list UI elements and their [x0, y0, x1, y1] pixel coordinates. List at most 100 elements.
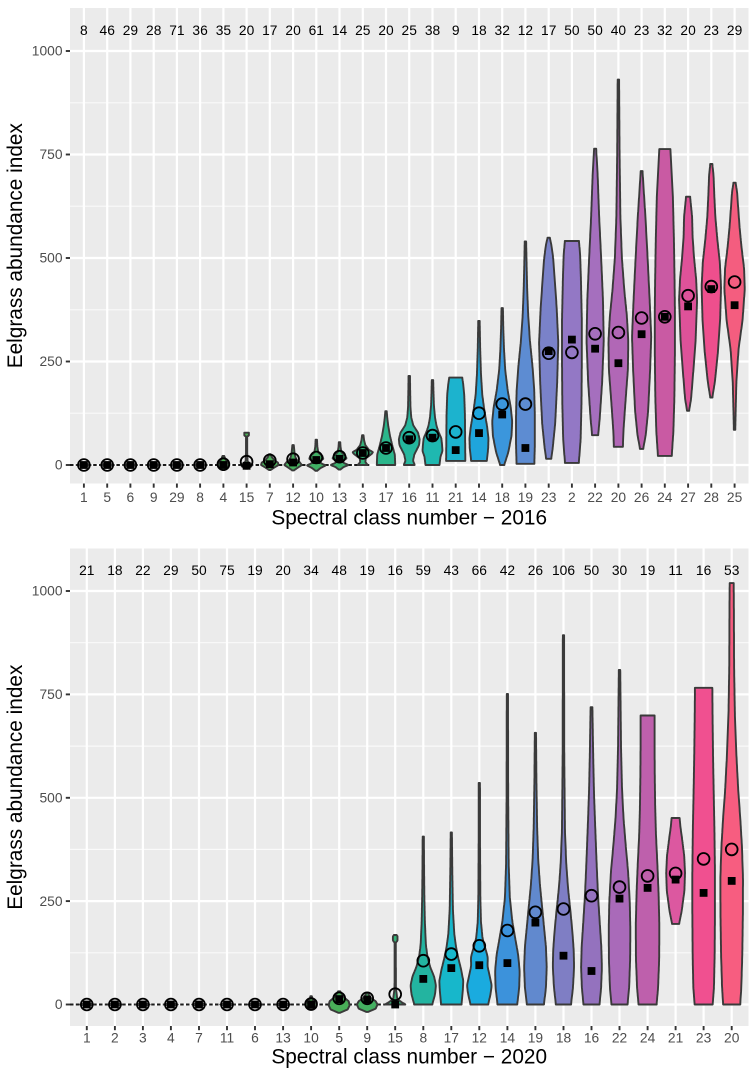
svg-text:26: 26: [634, 490, 650, 505]
svg-text:13: 13: [275, 1031, 291, 1046]
svg-text:20: 20: [724, 1031, 740, 1046]
svg-text:15: 15: [239, 490, 255, 505]
svg-text:32: 32: [495, 23, 510, 38]
svg-text:61: 61: [309, 23, 324, 38]
svg-text:29: 29: [163, 563, 179, 578]
svg-text:23: 23: [696, 1031, 712, 1046]
svg-text:12: 12: [518, 23, 533, 38]
svg-text:9: 9: [363, 1031, 371, 1046]
svg-text:10: 10: [303, 1031, 319, 1046]
svg-text:19: 19: [640, 563, 656, 578]
svg-text:250: 250: [39, 894, 62, 909]
svg-text:59: 59: [416, 563, 432, 578]
svg-text:15: 15: [388, 1031, 404, 1046]
svg-text:9: 9: [452, 23, 460, 38]
svg-text:0: 0: [55, 997, 63, 1012]
svg-text:17: 17: [378, 490, 393, 505]
svg-text:29: 29: [727, 23, 743, 38]
svg-text:75: 75: [219, 563, 235, 578]
svg-text:42: 42: [500, 563, 515, 578]
svg-text:27: 27: [680, 490, 695, 505]
svg-text:23: 23: [634, 23, 650, 38]
svg-text:Spectral class number − 2020: Spectral class number − 2020: [271, 1046, 547, 1069]
svg-text:18: 18: [556, 1031, 572, 1046]
svg-text:11: 11: [220, 1031, 234, 1046]
svg-text:32: 32: [657, 23, 672, 38]
svg-text:50: 50: [584, 563, 600, 578]
svg-text:250: 250: [39, 354, 62, 369]
svg-text:500: 500: [39, 251, 62, 266]
svg-text:40: 40: [611, 23, 627, 38]
svg-text:28: 28: [704, 490, 720, 505]
svg-text:3: 3: [139, 1031, 147, 1046]
svg-text:17: 17: [444, 1031, 459, 1046]
svg-text:Eelgrass abundance index: Eelgrass abundance index: [4, 123, 27, 369]
svg-text:8: 8: [196, 490, 204, 505]
svg-text:7: 7: [266, 490, 274, 505]
svg-text:20: 20: [239, 23, 255, 38]
svg-text:1: 1: [83, 1031, 91, 1046]
svg-text:1000: 1000: [32, 44, 63, 59]
svg-text:3: 3: [359, 490, 367, 505]
svg-text:1000: 1000: [32, 584, 63, 599]
svg-text:13: 13: [332, 490, 348, 505]
svg-text:23: 23: [541, 490, 557, 505]
svg-text:20: 20: [611, 490, 627, 505]
svg-text:19: 19: [518, 490, 534, 505]
svg-text:19: 19: [528, 1031, 544, 1046]
svg-text:34: 34: [303, 563, 319, 578]
svg-text:12: 12: [285, 490, 300, 505]
svg-text:16: 16: [696, 563, 712, 578]
svg-text:53: 53: [724, 563, 740, 578]
svg-text:4: 4: [167, 1031, 175, 1046]
svg-text:22: 22: [587, 490, 602, 505]
svg-text:21: 21: [448, 490, 463, 505]
svg-text:5: 5: [335, 1031, 343, 1046]
svg-text:35: 35: [216, 23, 232, 38]
svg-text:750: 750: [39, 147, 62, 162]
svg-text:18: 18: [495, 490, 511, 505]
svg-text:500: 500: [39, 791, 62, 806]
svg-text:Spectral class number − 2016: Spectral class number − 2016: [271, 507, 547, 530]
svg-text:8: 8: [80, 23, 88, 38]
svg-text:8: 8: [419, 1031, 427, 1046]
svg-text:9: 9: [150, 490, 158, 505]
svg-text:14: 14: [471, 490, 487, 505]
svg-text:25: 25: [402, 23, 418, 38]
svg-text:24: 24: [657, 490, 673, 505]
svg-text:10: 10: [309, 490, 325, 505]
svg-text:43: 43: [444, 563, 460, 578]
svg-text:19: 19: [360, 563, 376, 578]
svg-text:22: 22: [612, 1031, 627, 1046]
svg-text:30: 30: [612, 563, 628, 578]
svg-text:28: 28: [146, 23, 162, 38]
svg-text:50: 50: [587, 23, 603, 38]
svg-text:12: 12: [472, 1031, 487, 1046]
svg-text:16: 16: [402, 490, 418, 505]
svg-text:50: 50: [564, 23, 580, 38]
svg-text:6: 6: [127, 490, 135, 505]
svg-text:4: 4: [220, 490, 228, 505]
svg-text:17: 17: [541, 23, 556, 38]
svg-text:19: 19: [247, 563, 263, 578]
svg-text:18: 18: [471, 23, 487, 38]
svg-text:0: 0: [55, 458, 63, 473]
svg-text:50: 50: [191, 563, 207, 578]
svg-text:16: 16: [584, 1031, 600, 1046]
svg-text:20: 20: [275, 563, 291, 578]
svg-text:17: 17: [262, 23, 277, 38]
svg-text:25: 25: [727, 490, 743, 505]
svg-text:5: 5: [103, 490, 111, 505]
svg-text:11: 11: [425, 490, 439, 505]
svg-text:22: 22: [135, 563, 150, 578]
svg-text:25: 25: [355, 23, 371, 38]
svg-text:23: 23: [704, 23, 720, 38]
svg-text:20: 20: [285, 23, 301, 38]
svg-text:38: 38: [425, 23, 441, 38]
svg-text:24: 24: [640, 1031, 656, 1046]
svg-text:14: 14: [500, 1031, 516, 1046]
svg-text:7: 7: [195, 1031, 203, 1046]
svg-text:750: 750: [39, 687, 62, 702]
svg-text:11: 11: [668, 563, 682, 578]
svg-text:21: 21: [668, 1031, 683, 1046]
